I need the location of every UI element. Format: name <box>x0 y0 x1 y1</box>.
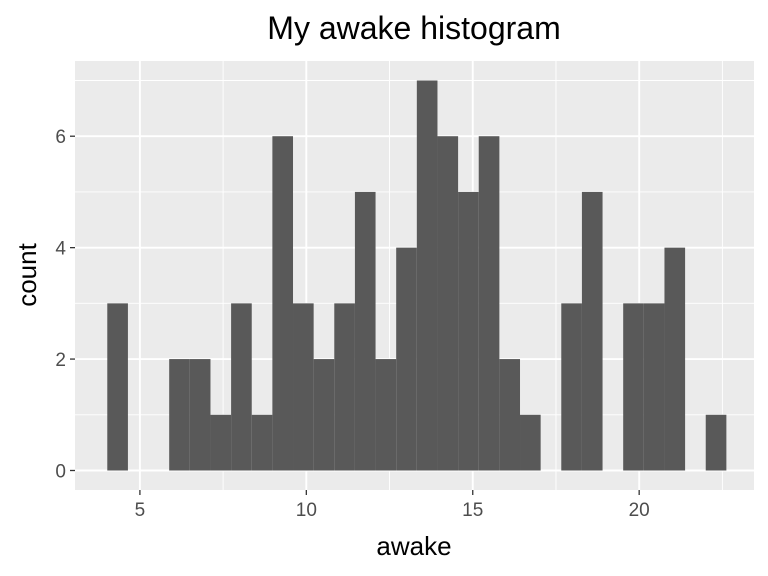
x-axis-title: awake <box>376 531 451 561</box>
histogram-bar <box>272 136 294 471</box>
histogram-bar <box>520 414 541 471</box>
histogram-bar <box>561 303 582 471</box>
y-tick-label: 6 <box>55 127 66 148</box>
histogram-bar <box>251 414 273 471</box>
histogram-bar <box>375 359 397 471</box>
histogram-bar <box>169 359 190 471</box>
x-tick-label: 5 <box>135 500 146 521</box>
x-axis: 5 10 15 20 <box>135 490 650 521</box>
y-tick-label: 0 <box>55 462 66 483</box>
histogram-bar <box>458 191 479 471</box>
x-tick-label: 20 <box>629 500 650 521</box>
chart-title: My awake histogram <box>267 10 560 46</box>
histogram-bar <box>293 303 314 471</box>
histogram-bar <box>478 136 500 471</box>
x-tick-label: 15 <box>462 500 483 521</box>
histogram-bar <box>334 303 355 471</box>
y-tick-label: 2 <box>55 350 66 371</box>
histogram-bar <box>231 303 252 471</box>
histogram-bar <box>499 359 521 471</box>
histogram-bar <box>623 303 644 471</box>
x-tick-label: 10 <box>296 500 317 521</box>
histogram-bar <box>107 303 128 471</box>
y-tick-label: 4 <box>55 239 66 260</box>
histogram-bar <box>581 191 603 471</box>
bars-group <box>107 80 727 471</box>
histogram-bar <box>210 414 232 471</box>
histogram-bar <box>189 359 211 471</box>
histogram-bar <box>643 303 665 471</box>
histogram-bar <box>396 247 417 471</box>
histogram-bar <box>354 191 376 471</box>
histogram-bar <box>664 247 686 471</box>
histogram-bar <box>437 136 459 471</box>
histogram-bar <box>416 80 438 471</box>
histogram-bar <box>313 359 335 471</box>
y-axis-title: count <box>12 242 42 306</box>
histogram-bar <box>705 414 727 471</box>
y-axis: 0 2 4 6 <box>55 127 75 483</box>
